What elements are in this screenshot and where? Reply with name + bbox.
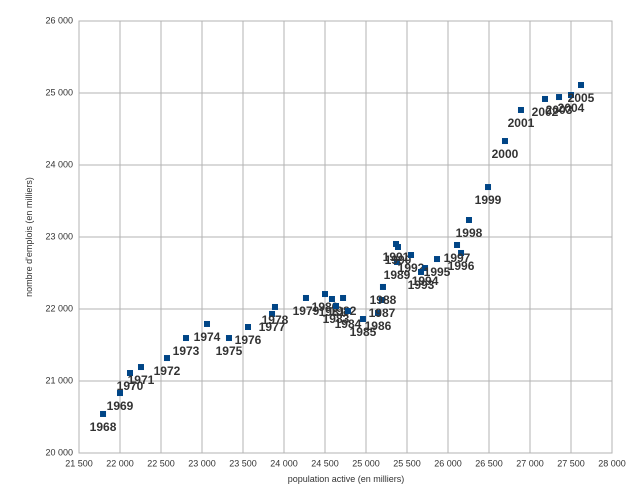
- point-label: 1985: [350, 325, 377, 339]
- x-tick-label: 23 000: [188, 458, 216, 468]
- point-label: 1971: [128, 373, 155, 387]
- point-label: 1990: [385, 253, 412, 267]
- y-tick-label: 26 000: [45, 15, 73, 25]
- point: [127, 370, 134, 377]
- x-tick-label: 25 000: [352, 458, 380, 468]
- y-tick-label: 22 000: [45, 303, 73, 313]
- point-label: 1994: [412, 274, 439, 288]
- point: [485, 184, 492, 191]
- point: [517, 106, 524, 113]
- point-label: 2003: [546, 103, 573, 117]
- point: [117, 390, 123, 397]
- plot-frame: [78, 20, 613, 454]
- point-label: 1988: [370, 293, 397, 307]
- point: [418, 268, 425, 275]
- point: [328, 295, 335, 302]
- point: [578, 82, 585, 89]
- point-label: 1980: [312, 300, 339, 314]
- point-label: 1986: [365, 319, 392, 333]
- point: [434, 256, 441, 263]
- point: [379, 283, 386, 290]
- point: [340, 294, 347, 301]
- point: [394, 244, 401, 251]
- point: [322, 291, 328, 298]
- point-label: 1991: [383, 250, 410, 264]
- point-label: 1976: [235, 333, 262, 347]
- y-tick-label: 25 000: [45, 87, 73, 97]
- y-axis-title: nombre d'emplois (en milliers): [24, 177, 34, 297]
- point-label: 1972: [154, 364, 181, 378]
- point-label: 1993: [408, 278, 435, 292]
- point-label: 1989: [384, 268, 411, 282]
- point: [100, 410, 107, 417]
- point-label: 1997: [444, 251, 471, 265]
- x-axis-title: population active (en milliers): [288, 474, 405, 484]
- point: [245, 324, 252, 330]
- point-label: 1975: [216, 344, 243, 358]
- point-label: 1992: [398, 261, 425, 275]
- x-tick-label: 27 500: [557, 458, 585, 468]
- y-tick-label: 23 000: [45, 231, 73, 241]
- point: [344, 308, 351, 315]
- point-label: 2000: [492, 147, 519, 161]
- y-tick-label: 21 000: [45, 375, 73, 385]
- x-tick-label: 21 500: [65, 458, 93, 468]
- point-label: 2002: [532, 105, 559, 119]
- point: [302, 294, 309, 301]
- point: [465, 217, 472, 224]
- point: [137, 364, 144, 371]
- point: [183, 335, 190, 342]
- point-label: 1996: [448, 259, 475, 273]
- point-label: 1987: [369, 306, 396, 320]
- point: [556, 94, 563, 101]
- point: [458, 249, 465, 256]
- point: [269, 310, 276, 317]
- x-tick-label: 26 000: [434, 458, 462, 468]
- x-tick-label: 22 000: [106, 458, 134, 468]
- point: [408, 252, 415, 258]
- point: [374, 310, 381, 317]
- point: [393, 240, 400, 247]
- point-label: 1995: [424, 265, 451, 279]
- x-tick-label: 22 500: [147, 458, 175, 468]
- x-tick-label: 27 000: [516, 458, 544, 468]
- point-label: 1979: [293, 304, 320, 318]
- point-label: 1974: [194, 330, 221, 344]
- point-label: 1968: [90, 420, 117, 434]
- point-label: 1973: [173, 344, 200, 358]
- point: [542, 95, 549, 102]
- point: [454, 241, 461, 248]
- point: [163, 355, 170, 362]
- point: [271, 303, 278, 310]
- point: [422, 265, 429, 272]
- point-label: 1969: [107, 399, 134, 413]
- point: [568, 92, 574, 99]
- point: [359, 316, 366, 323]
- y-tick-label: 20 000: [45, 447, 73, 457]
- point-label: 1978: [262, 313, 289, 327]
- point-label: 1970: [117, 379, 144, 393]
- x-tick-label: 28 000: [598, 458, 626, 468]
- point: [378, 297, 385, 303]
- point: [501, 138, 508, 145]
- point-label: 2005: [568, 91, 595, 105]
- point: [204, 320, 211, 327]
- point-label: 1999: [475, 193, 502, 207]
- x-tick-label: 25 500: [393, 458, 421, 468]
- point-label: 1984: [335, 317, 362, 331]
- point: [393, 258, 400, 265]
- y-tick-label: 24 000: [45, 159, 73, 169]
- point-label: 2001: [508, 116, 535, 130]
- point-label: 1977: [259, 320, 286, 334]
- point-label: 1998: [456, 226, 483, 240]
- x-tick-label: 23 500: [229, 458, 257, 468]
- x-tick-label: 24 500: [311, 458, 339, 468]
- point: [332, 302, 339, 309]
- x-tick-label: 24 000: [270, 458, 298, 468]
- point-label: 2004: [558, 101, 585, 115]
- point: [225, 335, 232, 342]
- x-tick-label: 26 500: [475, 458, 503, 468]
- point-label: 1983: [323, 312, 350, 326]
